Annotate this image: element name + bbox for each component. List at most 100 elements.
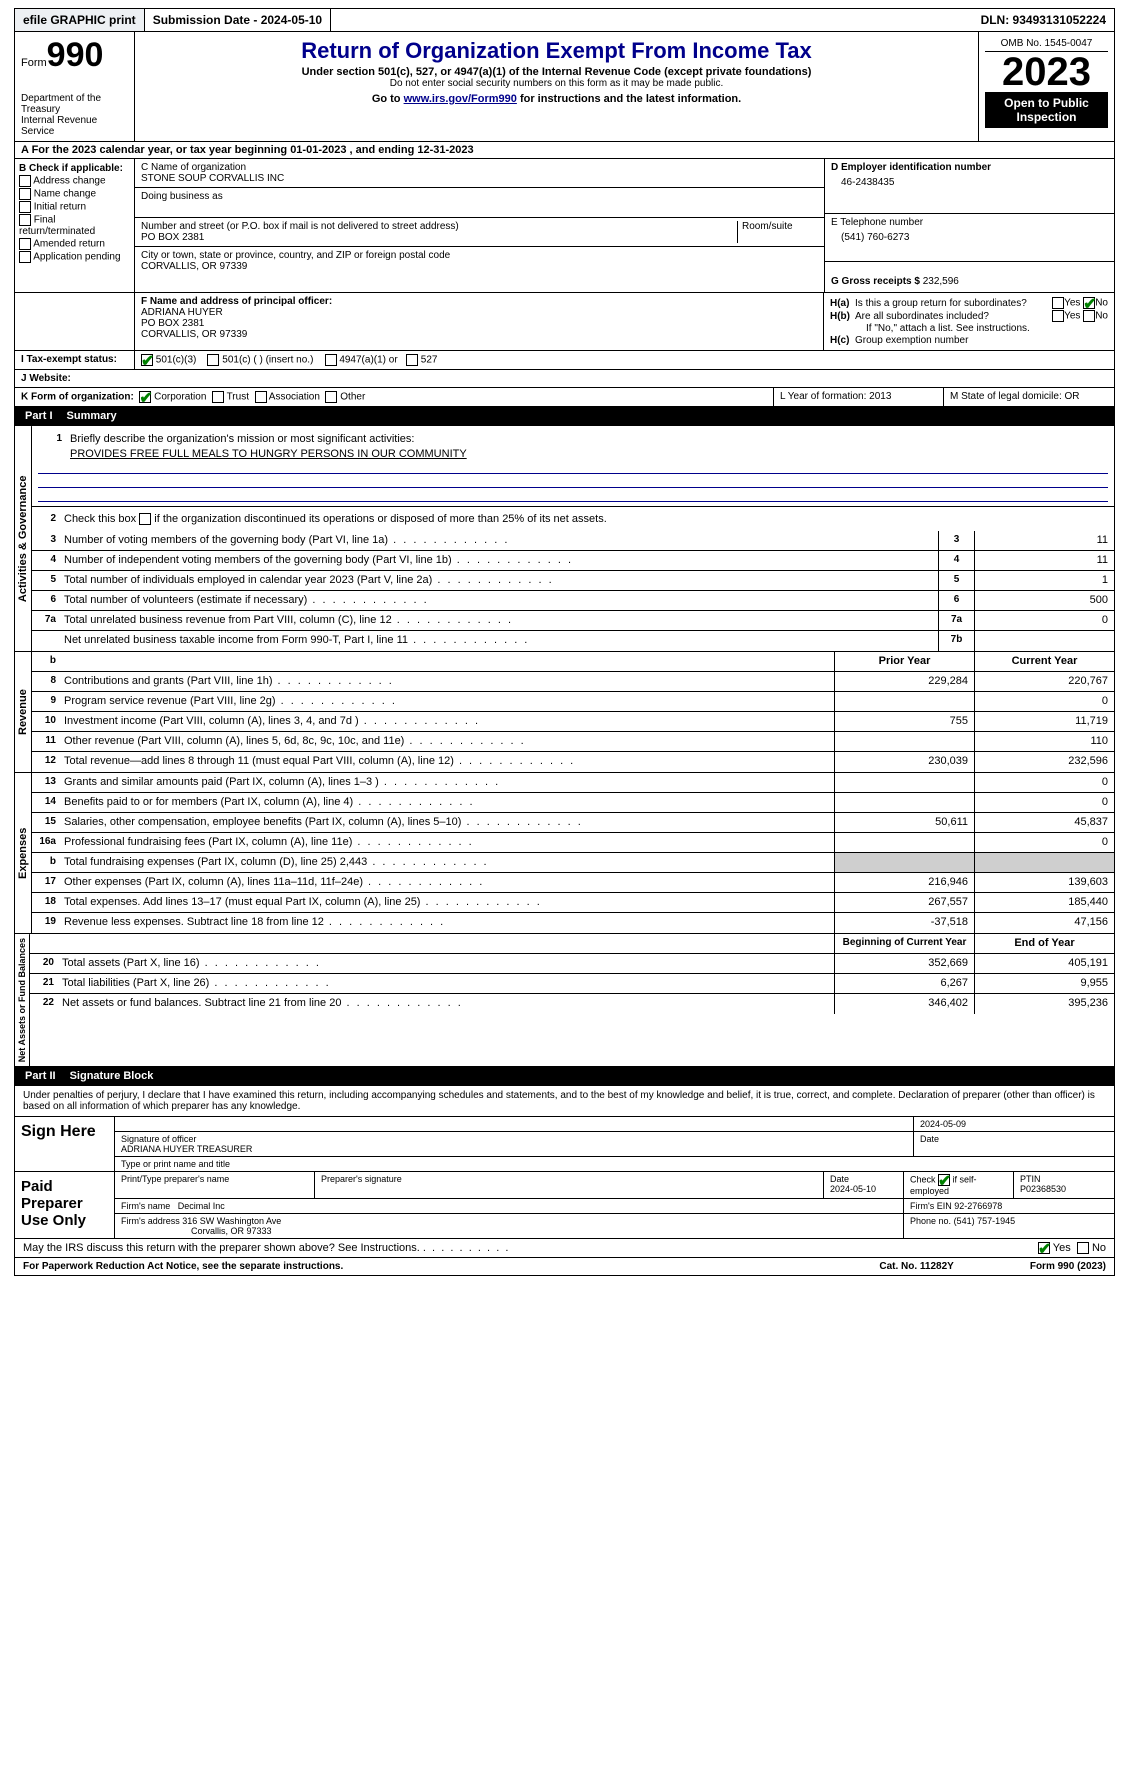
row-k: K Form of organization: Corporation Trus…	[14, 388, 1115, 407]
officer-label: F Name and address of principal officer:	[141, 296, 817, 307]
dln: DLN: 93493131052224	[973, 9, 1114, 31]
hb-note: If "No," attach a list. See instructions…	[830, 323, 1108, 334]
chk-final-return[interactable]	[19, 214, 31, 226]
chk-self-employed[interactable]	[938, 1174, 950, 1186]
col-begin-year: Beginning of Current Year	[834, 934, 974, 953]
prep-date: 2024-05-10	[830, 1184, 876, 1194]
part2-header: Part II Signature Block	[14, 1067, 1115, 1086]
row-a-tax-year: A For the 2023 calendar year, or tax yea…	[14, 142, 1115, 159]
may-irs-discuss: May the IRS discuss this return with the…	[23, 1242, 420, 1254]
website-label: J Website:	[15, 370, 135, 387]
phone-label: E Telephone number	[831, 217, 1108, 228]
addr: PO BOX 2381	[141, 232, 733, 243]
gross-receipts: 232,596	[923, 276, 959, 287]
sign-here: Sign Here	[15, 1117, 115, 1171]
phone: (541) 760-6273	[831, 232, 1108, 243]
row-fh: F Name and address of principal officer:…	[14, 293, 1115, 351]
efile-print-button[interactable]: efile GRAPHIC print	[15, 9, 145, 31]
row-j: J Website:	[14, 370, 1115, 388]
goto-pre: Go to	[372, 93, 404, 105]
row-i: I Tax-exempt status: 501(c)(3) 501(c) ( …	[14, 351, 1115, 370]
line1-label: Briefly describe the organization's miss…	[66, 430, 1108, 448]
org-name: STONE SOUP CORVALLIS INC	[141, 173, 818, 184]
ha-yes[interactable]	[1052, 297, 1064, 309]
chk-amended-return[interactable]	[19, 238, 31, 250]
firm-phone: (541) 757-1945	[954, 1216, 1016, 1226]
dept-treasury: Department of the Treasury	[21, 93, 128, 115]
cat-no: Cat. No. 11282Y	[871, 1258, 961, 1275]
state-domicile: M State of legal domicile: OR	[944, 388, 1114, 406]
firm-addr: 316 SW Washington Ave	[182, 1216, 281, 1226]
irs-discuss-yes[interactable]	[1038, 1242, 1050, 1254]
hb-no[interactable]	[1083, 310, 1095, 322]
chk-4947[interactable]	[325, 354, 337, 366]
goto-post: for instructions and the latest informat…	[517, 93, 741, 105]
subtitle-2: Do not enter social security numbers on …	[141, 78, 972, 89]
addr-label: Number and street (or P.O. box if mail i…	[141, 221, 733, 232]
chk-501c[interactable]	[207, 354, 219, 366]
vlabel-governance: Activities & Governance	[15, 426, 32, 651]
city: CORVALLIS, OR 97339	[141, 261, 818, 272]
vlabel-revenue: Revenue	[15, 652, 32, 772]
chk-name-change[interactable]	[19, 188, 31, 200]
summary-expenses: Expenses 13Grants and similar amounts pa…	[14, 773, 1115, 934]
tax-year: 2023	[985, 52, 1108, 92]
section-bcde: B Check if applicable: Address change Na…	[14, 159, 1115, 293]
vlabel-expenses: Expenses	[15, 773, 32, 933]
ha-no[interactable]	[1083, 297, 1095, 309]
col-prior-year: Prior Year	[834, 652, 974, 671]
org-name-label: C Name of organization	[141, 162, 818, 173]
city-label: City or town, state or province, country…	[141, 250, 818, 261]
signature-block: Under penalties of perjury, I declare th…	[14, 1086, 1115, 1258]
ein: 46-2438435	[831, 177, 1108, 188]
form-number: 990	[47, 36, 104, 74]
part1-header: Part I Summary	[14, 407, 1115, 426]
footer: For Paperwork Reduction Act Notice, see …	[14, 1258, 1115, 1276]
hb-yes[interactable]	[1052, 310, 1064, 322]
irs-discuss-no[interactable]	[1077, 1242, 1089, 1254]
officer-sig-name: ADRIANA HUYER TREASURER	[121, 1144, 252, 1154]
chk-corp[interactable]	[139, 391, 151, 403]
chk-discontinued[interactable]	[139, 513, 151, 525]
year-formation: L Year of formation: 2013	[774, 388, 944, 406]
summary-revenue: Revenue bPrior YearCurrent Year 8Contrib…	[14, 652, 1115, 773]
paid-preparer: Paid Preparer Use Only	[15, 1172, 115, 1238]
col-current-year: Current Year	[974, 652, 1114, 671]
firm-name: Decimal Inc	[178, 1201, 225, 1211]
ptin: P02368530	[1020, 1184, 1066, 1194]
officer-addr2: CORVALLIS, OR 97339	[141, 329, 817, 340]
chk-527[interactable]	[406, 354, 418, 366]
firm-ein: 92-2766978	[954, 1201, 1002, 1211]
form-header: Form990 Department of the Treasury Inter…	[14, 32, 1115, 142]
sig-declaration: Under penalties of perjury, I declare th…	[15, 1086, 1114, 1116]
vlabel-netassets: Net Assets or Fund Balances	[15, 934, 30, 1066]
chk-assoc[interactable]	[255, 391, 267, 403]
topbar: efile GRAPHIC print Submission Date - 20…	[14, 8, 1115, 32]
dba-label: Doing business as	[141, 191, 818, 202]
form990-link[interactable]: www.irs.gov/Form990	[404, 93, 517, 105]
form-org-label: K Form of organization:	[21, 392, 134, 403]
chk-app-pending[interactable]	[19, 251, 31, 263]
open-public: Open to Public Inspection	[985, 92, 1108, 128]
pra-notice: For Paperwork Reduction Act Notice, see …	[15, 1258, 871, 1275]
submission-date: Submission Date - 2024-05-10	[145, 9, 331, 31]
form-label: Form	[21, 57, 47, 69]
col-end-year: End of Year	[974, 934, 1114, 953]
chk-trust[interactable]	[212, 391, 224, 403]
ein-label: D Employer identification number	[831, 162, 1108, 173]
gross-label: G Gross receipts $	[831, 276, 920, 287]
chk-initial-return[interactable]	[19, 201, 31, 213]
room-label: Room/suite	[738, 221, 818, 243]
subtitle-1: Under section 501(c), 527, or 4947(a)(1)…	[141, 66, 972, 78]
summary-netassets: Net Assets or Fund Balances Beginning of…	[14, 934, 1115, 1067]
chk-address-change[interactable]	[19, 175, 31, 187]
chk-other[interactable]	[325, 391, 337, 403]
form-title: Return of Organization Exempt From Incom…	[141, 38, 972, 64]
summary-governance: Activities & Governance 1Briefly describ…	[14, 426, 1115, 652]
officer-name: ADRIANA HUYER	[141, 307, 817, 318]
col-b-head: B Check if applicable:	[19, 163, 130, 174]
irs-label: Internal Revenue Service	[21, 115, 128, 137]
mission-text: PROVIDES FREE FULL MEALS TO HUNGRY PERSO…	[38, 448, 1108, 460]
chk-501c3[interactable]	[141, 354, 153, 366]
tax-exempt-label: I Tax-exempt status:	[15, 351, 135, 369]
